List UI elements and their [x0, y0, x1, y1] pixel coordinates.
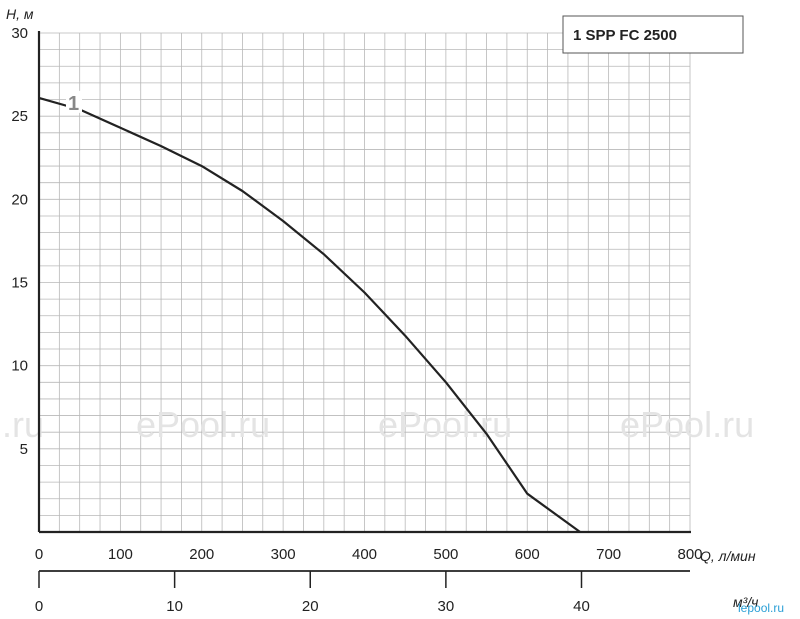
secondary-x-axis-label: м³/ч	[733, 594, 758, 610]
secondary-x-tick-label: 30	[438, 598, 455, 615]
x-tick-label: 600	[515, 546, 540, 563]
watermark-text: ePool.ru	[136, 404, 270, 445]
x-tick-label: 0	[35, 546, 43, 563]
x-tick-label: 700	[596, 546, 621, 563]
corner-logo: lepool.ru	[738, 601, 784, 615]
y-tick-label: 15	[11, 275, 28, 292]
watermark-layer: l.ru ePool.ru ePool.ru ePool.ru	[0, 404, 754, 445]
y-tick-label: 20	[11, 191, 28, 208]
series-label-background	[66, 90, 82, 113]
watermark-text: ePool.ru	[620, 404, 754, 445]
axes	[37, 31, 691, 588]
legend-entry: 1 SPP FC 2500	[573, 27, 677, 44]
x-tick-label: 800	[677, 546, 702, 563]
y-tick-label: 5	[20, 441, 28, 458]
x-tick-label: 200	[189, 546, 214, 563]
secondary-x-tick-label: 20	[302, 598, 319, 615]
y-tick-label: 30	[11, 25, 28, 42]
x-tick-label: 500	[433, 546, 458, 563]
legend-box	[562, 15, 744, 54]
x-axis-label: Q, л/мин	[700, 548, 756, 564]
series-layer: 1	[38, 90, 581, 533]
secondary-x-tick-label: 10	[166, 598, 183, 615]
legend: 1 SPP FC 2500	[562, 15, 744, 54]
y-tick-label: 25	[11, 108, 28, 125]
grid	[38, 32, 691, 533]
y-tick-label: 10	[11, 358, 28, 375]
x-tick-label: 300	[271, 546, 296, 563]
series-line	[38, 96, 581, 533]
watermark-text: l.ru	[0, 404, 44, 445]
series-label: 1	[68, 93, 79, 115]
secondary-x-tick-label: 0	[35, 598, 43, 615]
x-tick-label: 100	[108, 546, 133, 563]
secondary-x-tick-label: 40	[573, 598, 590, 615]
x-tick-label: 400	[352, 546, 377, 563]
y-axis-label: H, м	[6, 6, 34, 22]
watermark-text: ePool.ru	[378, 404, 512, 445]
